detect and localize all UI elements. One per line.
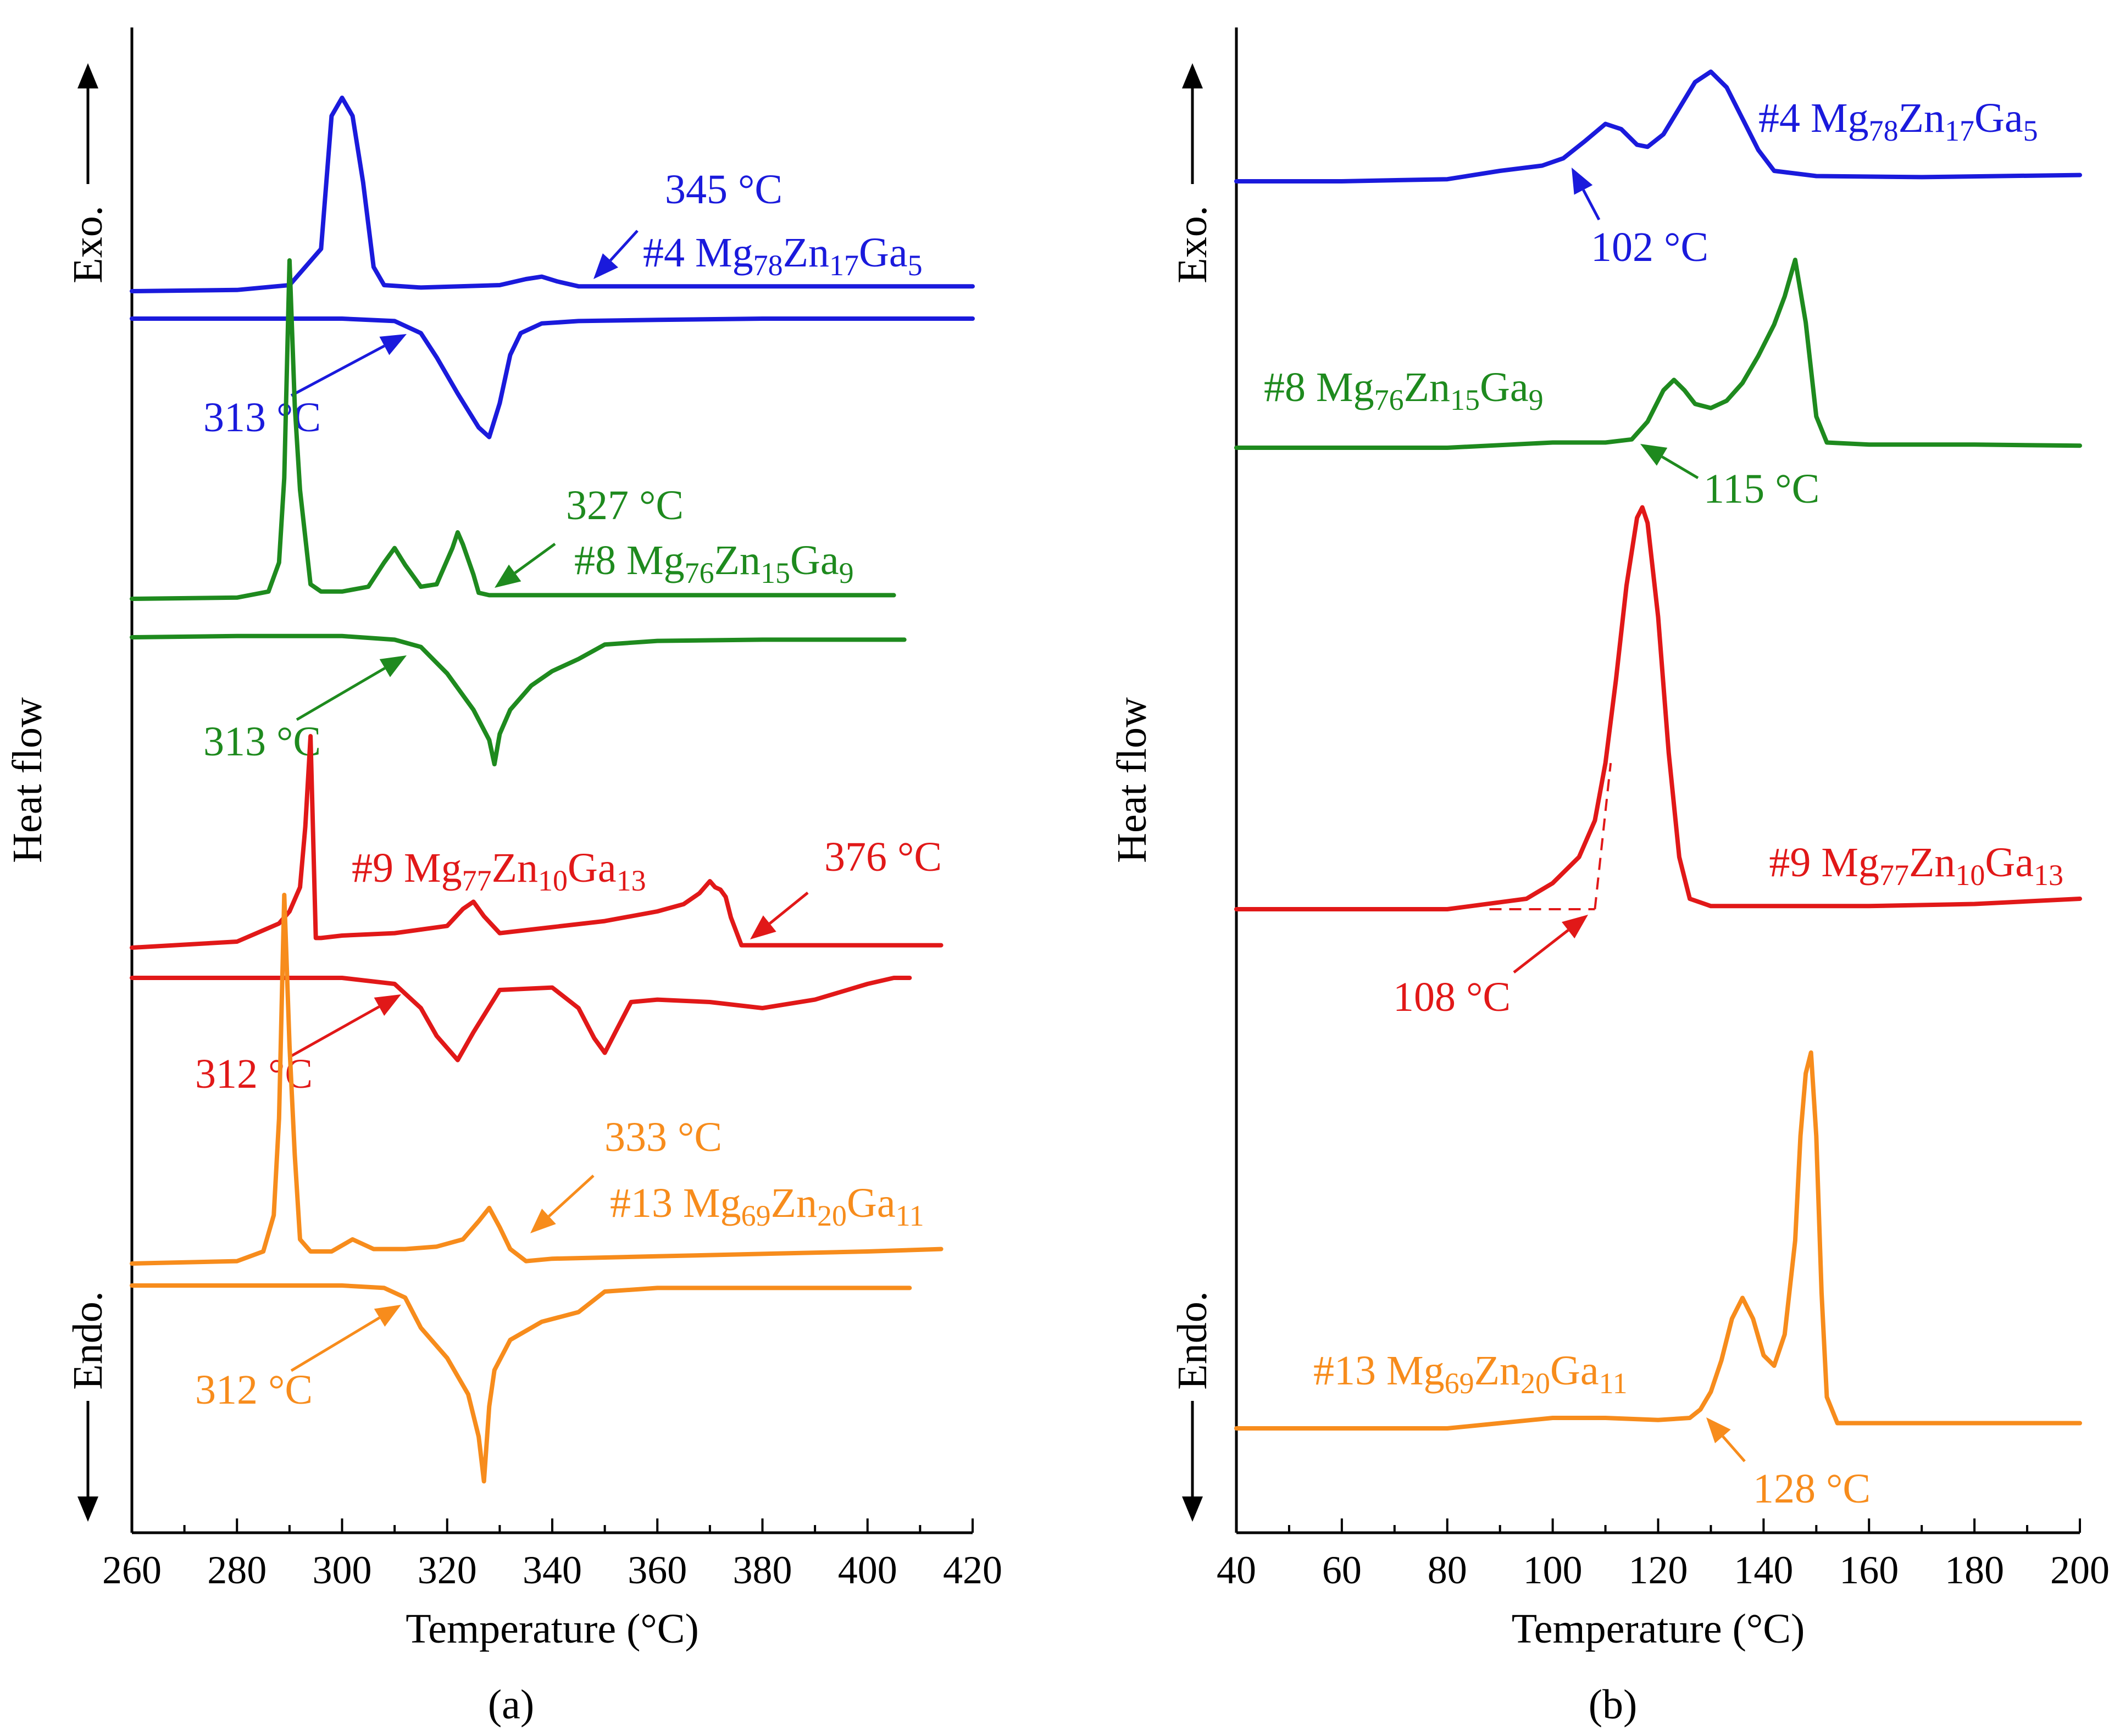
panel-b-exo-arrow (1182, 63, 1203, 184)
series-1: #4 Mg78Zn17Ga5 345 °C 313 °C (130, 96, 975, 441)
cooling-onset-arrow (296, 655, 407, 721)
panel-b: 40 60 80 100 120 140 160 180 200 Temperature (°C)… (1109, 27, 2110, 1652)
heating-curve (130, 258, 896, 601)
cooling-onset-label: 312 °C (195, 1051, 313, 1097)
onset-label: 115 °C (1703, 466, 1819, 512)
panel-b-endo-arrow (1182, 1401, 1203, 1522)
x-tick-label: 180 (1945, 1548, 2004, 1592)
cooling-onset-arrow (290, 1305, 401, 1372)
onset-label: 102 °C (1591, 224, 1708, 270)
heating-onset-arrow (593, 230, 639, 279)
panel-b-endo-label: Endo. (1169, 1291, 1216, 1389)
onset-label: 128 °C (1753, 1466, 1871, 1512)
heating-curve (130, 893, 944, 1266)
onset-label: 108 °C (1393, 974, 1511, 1020)
onset-arrow (1706, 1417, 1746, 1462)
panel-b-y-axis-label: Heat flow (1109, 697, 1155, 863)
heating-onset-arrow (530, 1175, 595, 1233)
x-tick-label: 320 (418, 1548, 477, 1592)
x-tick-label: 160 (1839, 1548, 1899, 1592)
heating-curve (1234, 69, 2082, 183)
series-2: #8 Mg76Zn15Ga9 115 °C (1234, 258, 2082, 512)
tangent-line (1594, 763, 1612, 910)
series-label: #8 Mg76Zn15Ga9 (574, 537, 854, 589)
x-tick-label: 200 (2050, 1548, 2110, 1592)
heating-onset-label: 376 °C (824, 834, 942, 880)
x-tick-label: 120 (1629, 1548, 1688, 1592)
panel-a-exo-label: Exo. (65, 205, 111, 283)
cooling-curve (130, 316, 975, 439)
x-tick-label: 340 (523, 1548, 582, 1592)
x-tick-label: 420 (943, 1548, 1002, 1592)
series-label: #13 Mg69Zn20Ga11 (610, 1180, 924, 1232)
onset-arrow (1572, 168, 1601, 221)
heating-curve (130, 96, 975, 293)
x-tick-label: 260 (102, 1548, 162, 1592)
heating-onset-arrow (750, 892, 809, 939)
x-tick-label: 100 (1523, 1548, 1583, 1592)
panel-a-y-axis-label: Heat flow (4, 697, 51, 863)
cooling-onset-label: 312 °C (195, 1367, 313, 1413)
heating-onset-label: 333 °C (604, 1114, 722, 1160)
cooling-onset-arrow (287, 994, 401, 1059)
x-tick-label: 60 (1322, 1548, 1362, 1592)
series-4: #13 Mg69Zn20Ga11 128 °C (1234, 1050, 2082, 1512)
x-tick-label: 300 (313, 1548, 372, 1592)
heating-curve (1234, 1050, 2082, 1431)
onset-arrow (1513, 915, 1588, 973)
x-tick-label: 140 (1734, 1548, 1793, 1592)
cooling-onset-label: 313 °C (203, 719, 321, 765)
series-label: #4 Mg78Zn17Ga5 (643, 230, 923, 282)
x-tick-label: 40 (1217, 1548, 1256, 1592)
x-tick-label: 380 (733, 1548, 792, 1592)
heating-curve (1234, 505, 2082, 911)
panel-b-exo-label: Exo. (1169, 205, 1216, 283)
x-tick-label: 400 (838, 1548, 897, 1592)
panel-b-label: (b) (1589, 1682, 1638, 1728)
panel-a-exo-arrow (77, 63, 98, 184)
heating-onset-arrow (495, 542, 556, 588)
x-tick-label: 360 (628, 1548, 687, 1592)
panel-b-x-axis-label: Temperature (°C) (1512, 1606, 1805, 1652)
heating-curve (130, 734, 944, 950)
panel-a-endo-label: Endo. (65, 1291, 111, 1389)
series-label: #9 Mg77Zn10Ga13 (352, 845, 646, 897)
series-2: #8 Mg76Zn15Ga9 327 °C 313 °C (130, 258, 907, 766)
cooling-curve (130, 1283, 912, 1484)
series-3: #9 Mg77Zn10Ga13 376 °C 312 °C (130, 734, 944, 1097)
series-label: #4 Mg78Zn17Ga5 (1758, 95, 2038, 147)
series-label: #9 Mg77Zn10Ga13 (1769, 839, 2063, 892)
heating-onset-label: 327 °C (566, 482, 684, 528)
panel-a: 260 280 300 320 340 360 380 400 420 Temperature (… (4, 27, 1002, 1652)
series-3: #9 Mg77Zn10Ga13 108 °C (1234, 505, 2082, 1020)
cooling-onset-label: 313 °C (203, 394, 321, 441)
x-tick-label: 280 (207, 1548, 267, 1592)
cooling-onset-arrow (290, 334, 407, 397)
series-label: #8 Mg76Zn15Ga9 (1264, 364, 1544, 416)
panel-a-label: (a) (488, 1682, 534, 1728)
series-label: #13 Mg69Zn20Ga11 (1313, 1348, 1628, 1400)
panel-a-endo-arrow (77, 1401, 98, 1522)
panel-a-x-axis-label: Temperature (°C) (406, 1606, 699, 1652)
series-4: #13 Mg69Zn20Ga11 333 °C 312 °C (130, 893, 944, 1484)
heating-curve (1234, 258, 2082, 450)
series-1: #4 Mg78Zn17Ga5 102 °C (1234, 69, 2082, 270)
cooling-curve (130, 976, 912, 1062)
cooling-curve (130, 633, 907, 766)
onset-arrow (1640, 444, 1699, 480)
heating-onset-label: 345 °C (665, 166, 782, 213)
x-tick-label: 80 (1428, 1548, 1467, 1592)
